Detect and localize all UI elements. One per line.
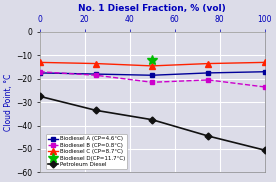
Biodiesel A (CP=4.6°C) xyxy=(263,71,266,73)
Line: Biodiesel B (CP=0.8°C): Biodiesel B (CP=0.8°C) xyxy=(37,69,267,89)
Line: Biodiesel C (CP=8.7°C): Biodiesel C (CP=8.7°C) xyxy=(37,59,268,69)
Biodiesel B (CP=0.8°C) xyxy=(150,81,154,83)
Biodiesel B (CP=0.8°C) xyxy=(207,79,210,81)
Biodiesel C (CP=8.7°C) xyxy=(207,62,210,65)
Title: No. 1 Diesel Fraction, % (vol): No. 1 Diesel Fraction, % (vol) xyxy=(78,4,226,13)
Biodiesel C (CP=8.7°C) xyxy=(94,62,98,65)
Biodiesel A (CP=4.6°C) xyxy=(207,72,210,74)
Biodiesel B (CP=0.8°C) xyxy=(263,86,266,88)
Line: Biodiesel A (CP=4.6°C): Biodiesel A (CP=4.6°C) xyxy=(37,69,267,78)
Biodiesel C (CP=8.7°C) xyxy=(150,65,154,67)
Petroleum Diesel xyxy=(38,95,41,97)
Petroleum Diesel xyxy=(94,109,98,111)
Biodiesel A (CP=4.6°C) xyxy=(150,74,154,76)
Biodiesel A (CP=4.6°C) xyxy=(94,73,98,75)
Petroleum Diesel xyxy=(263,149,266,151)
Petroleum Diesel xyxy=(207,135,210,137)
Legend: Biodiesel A (CP=4.6°C), Biodiesel B (CP=0.8°C), Biodiesel C (CP=8.7°C), Biodiese: Biodiesel A (CP=4.6°C), Biodiesel B (CP=… xyxy=(46,134,127,169)
Biodiesel C (CP=8.7°C) xyxy=(38,61,41,64)
Biodiesel B (CP=0.8°C) xyxy=(38,71,41,73)
Biodiesel B (CP=0.8°C) xyxy=(94,74,98,76)
Biodiesel C (CP=8.7°C) xyxy=(263,61,266,64)
Line: Petroleum Diesel: Petroleum Diesel xyxy=(37,94,267,153)
Biodiesel A (CP=4.6°C) xyxy=(38,72,41,74)
Y-axis label: Cloud Point, °C: Cloud Point, °C xyxy=(4,74,13,131)
Petroleum Diesel xyxy=(150,119,154,121)
